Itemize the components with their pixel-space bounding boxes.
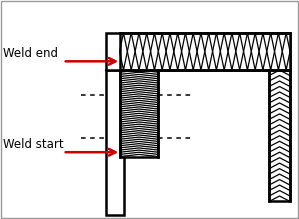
Text: Weld end: Weld end (3, 47, 58, 60)
Bar (120, 70, 158, 157)
Bar (106, 70, 124, 215)
Bar (120, 33, 290, 70)
Bar (106, 33, 290, 70)
Bar (269, 70, 290, 201)
Text: Weld start: Weld start (3, 138, 64, 151)
